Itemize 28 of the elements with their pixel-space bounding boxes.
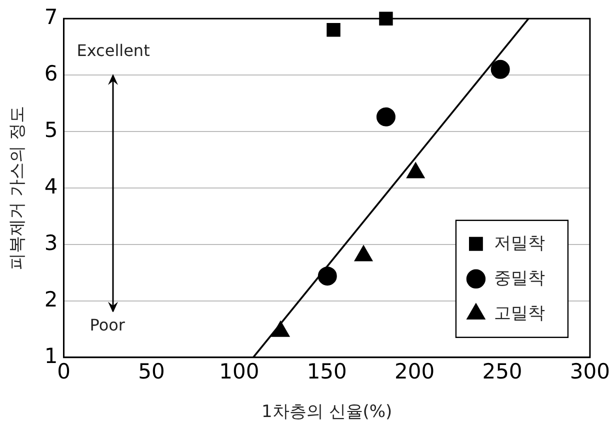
point bbox=[376, 107, 396, 126]
x-tick-label: 100 bbox=[219, 359, 260, 384]
annotation: Poor bbox=[90, 316, 126, 335]
x-tick-label: 300 bbox=[570, 359, 610, 384]
y-tick-label: 1 bbox=[44, 344, 58, 368]
point bbox=[490, 60, 510, 79]
x-tick-label: 250 bbox=[482, 359, 522, 384]
legend-label: 중밀착 bbox=[494, 268, 545, 288]
x-axis-title: 1차층의 신율(%) bbox=[262, 402, 392, 422]
point bbox=[354, 245, 373, 262]
y-tick-label: 3 bbox=[44, 230, 58, 255]
x-tick-label: 50 bbox=[138, 359, 165, 384]
point bbox=[379, 12, 393, 26]
x-tick-label: 0 bbox=[57, 359, 70, 384]
y-tick-label: 6 bbox=[44, 62, 58, 86]
legend-label: 고밀착 bbox=[494, 303, 545, 324]
y-axis-title: 피복제거 가스의 정도 bbox=[8, 106, 28, 270]
y-tick-label: 7 bbox=[44, 5, 58, 30]
x-tick-label: 150 bbox=[306, 359, 347, 384]
legend-label: 저밀착 bbox=[494, 233, 545, 254]
y-tick-label: 5 bbox=[44, 118, 58, 142]
annotation: Excellent bbox=[76, 40, 150, 60]
point bbox=[326, 23, 340, 37]
point bbox=[271, 320, 290, 337]
y-tick-label: 2 bbox=[44, 287, 58, 312]
y-tick-label: 4 bbox=[44, 174, 58, 198]
x-tick-label: 200 bbox=[394, 359, 435, 384]
point bbox=[406, 162, 425, 178]
